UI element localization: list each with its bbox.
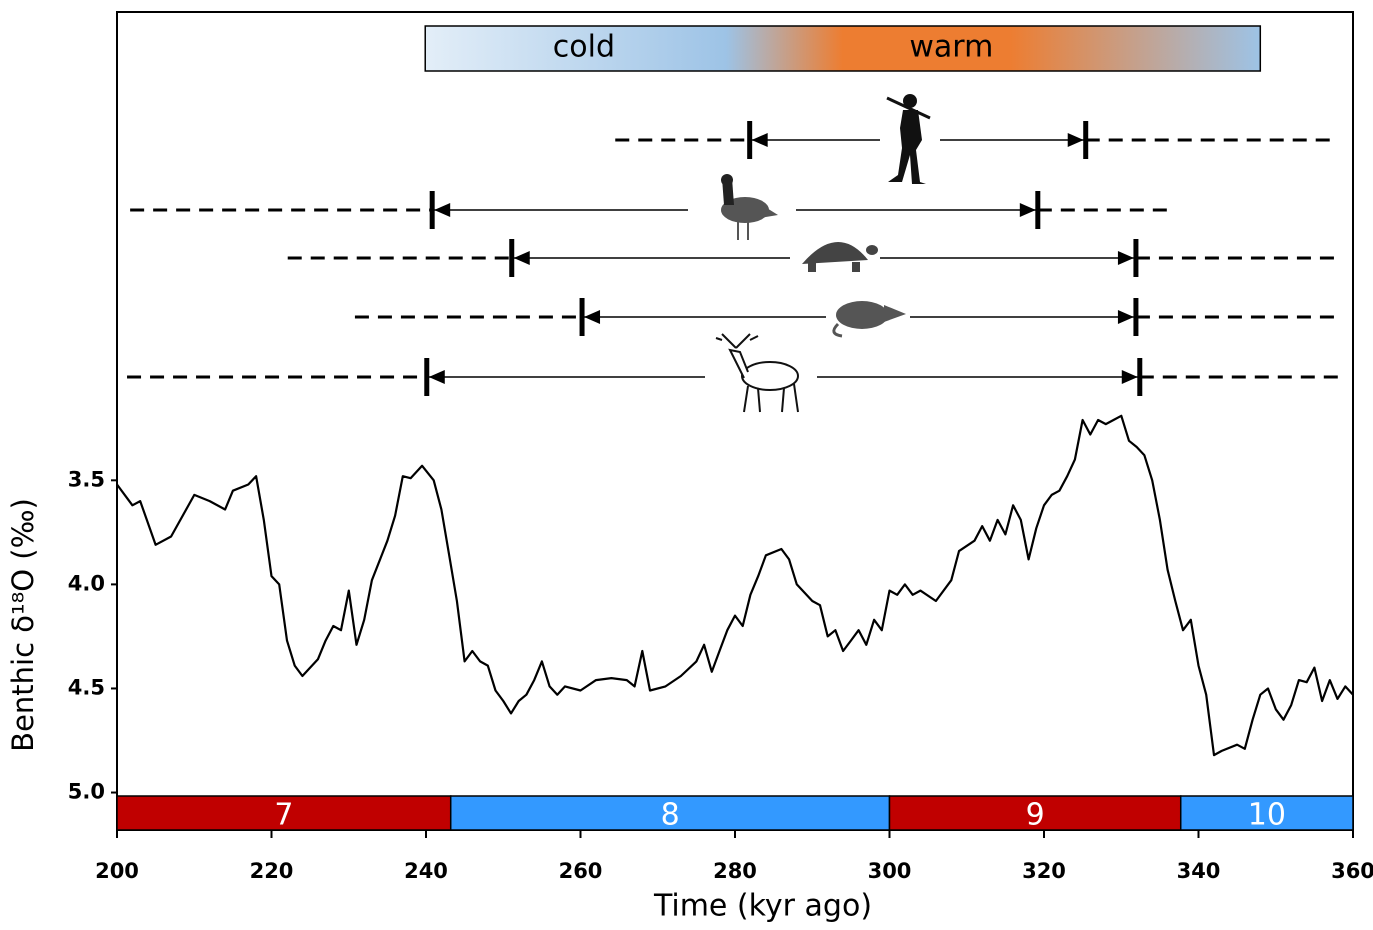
range-arrow [751, 133, 768, 147]
x-tick-label: 260 [559, 859, 603, 883]
icon-tortoise [790, 232, 880, 276]
y-axis-title: Benthic δ¹⁸O (‰) [6, 498, 40, 752]
stage-bar [888, 795, 1182, 831]
icon-goose [688, 168, 796, 244]
y-tick-label: 4.0 [68, 571, 105, 595]
range-arrow [1121, 370, 1138, 384]
stage-label: 9 [1026, 798, 1045, 833]
icon-deer [705, 332, 817, 416]
climate-bar [424, 25, 1262, 72]
y-tick-label: 5.0 [68, 780, 105, 804]
x-axis-title: Time (kyr ago) [653, 889, 872, 924]
stage-label: 10 [1248, 798, 1286, 833]
stage-bar [449, 795, 891, 831]
stage-bar [116, 795, 452, 831]
range-arrow [428, 370, 445, 384]
icon-rat [826, 292, 910, 340]
x-tick-label: 280 [713, 859, 757, 883]
x-tick-label: 240 [404, 859, 448, 883]
y-tick-label: 4.5 [68, 675, 105, 699]
climate-label: warm [909, 30, 993, 65]
range-arrow [584, 310, 601, 324]
x-tick-label: 320 [1022, 859, 1066, 883]
x-tick-label: 220 [250, 859, 294, 883]
range-arrow [1117, 310, 1134, 324]
stage-label: 8 [661, 798, 680, 833]
y-tick-label: 3.5 [68, 467, 105, 491]
x-tick-label: 340 [1177, 859, 1221, 883]
climate-label: cold [553, 30, 615, 65]
stage-label: 7 [274, 798, 293, 833]
range-arrow [1117, 251, 1134, 265]
x-tick-label: 360 [1331, 859, 1373, 883]
range-arrow [434, 203, 451, 217]
range-arrow [1019, 203, 1036, 217]
range-arrow [513, 251, 530, 265]
plot-frame [116, 11, 1354, 831]
data-line [116, 414, 1354, 757]
stage-bar [1179, 795, 1354, 831]
x-tick-label: 200 [95, 859, 139, 883]
icon-human [880, 92, 940, 188]
range-arrow [1067, 133, 1084, 147]
x-tick-label: 300 [868, 859, 912, 883]
